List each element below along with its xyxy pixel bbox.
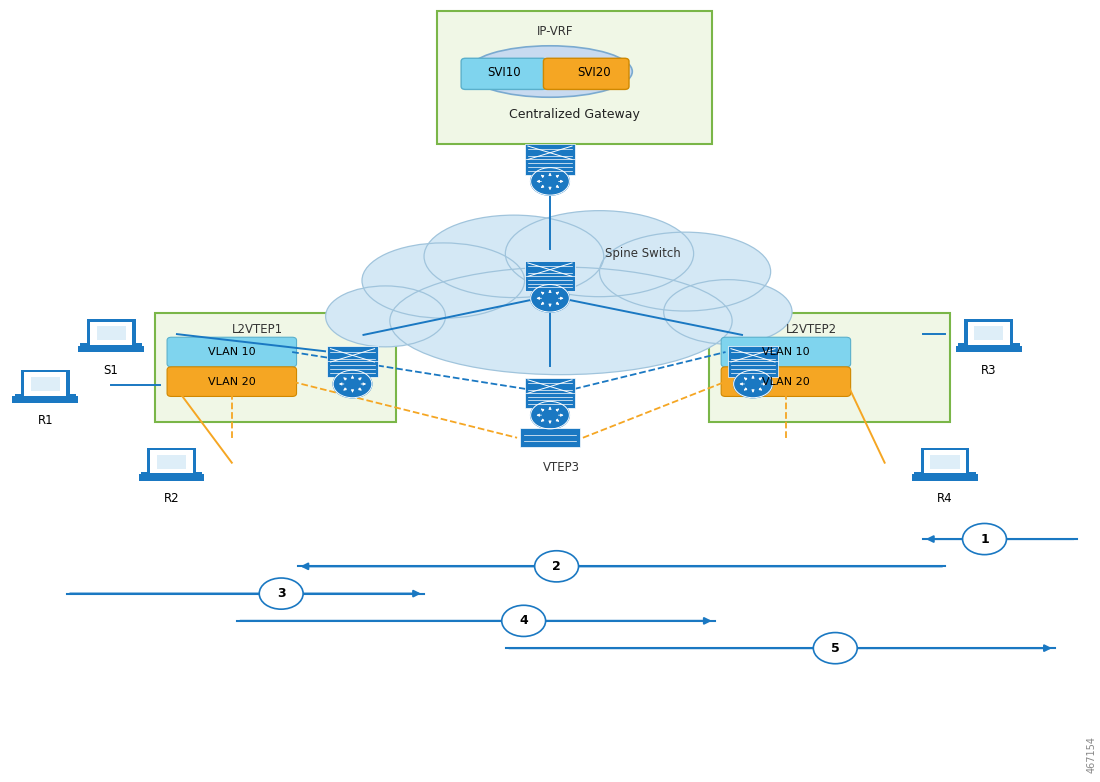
FancyBboxPatch shape — [525, 144, 575, 162]
FancyBboxPatch shape — [965, 319, 1013, 347]
Text: S1: S1 — [103, 364, 119, 377]
Text: 2: 2 — [552, 560, 561, 573]
FancyBboxPatch shape — [151, 450, 192, 473]
FancyBboxPatch shape — [525, 378, 575, 396]
Text: 467154: 467154 — [1087, 736, 1097, 773]
FancyBboxPatch shape — [87, 319, 135, 347]
Text: Centralized Gateway: Centralized Gateway — [509, 108, 640, 120]
FancyBboxPatch shape — [914, 472, 976, 477]
FancyBboxPatch shape — [12, 396, 78, 403]
Text: VLAN 10: VLAN 10 — [762, 347, 810, 357]
Circle shape — [502, 605, 546, 637]
FancyBboxPatch shape — [727, 361, 779, 377]
Text: SVI20: SVI20 — [578, 66, 610, 79]
Circle shape — [333, 370, 372, 398]
Circle shape — [530, 285, 570, 312]
Circle shape — [535, 551, 579, 582]
Circle shape — [813, 633, 857, 664]
FancyBboxPatch shape — [912, 475, 978, 481]
FancyBboxPatch shape — [147, 448, 196, 475]
Ellipse shape — [505, 210, 694, 296]
FancyBboxPatch shape — [167, 367, 297, 396]
FancyBboxPatch shape — [968, 321, 1010, 345]
FancyBboxPatch shape — [80, 343, 142, 348]
Text: VLAN 20: VLAN 20 — [208, 377, 255, 386]
FancyBboxPatch shape — [525, 276, 575, 292]
Text: 1: 1 — [980, 533, 989, 546]
Text: L2VTEP1: L2VTEP1 — [232, 323, 283, 336]
Ellipse shape — [424, 215, 604, 298]
FancyBboxPatch shape — [14, 394, 76, 399]
FancyBboxPatch shape — [525, 393, 575, 408]
Text: 4: 4 — [519, 615, 528, 627]
Circle shape — [530, 401, 570, 429]
Ellipse shape — [600, 232, 771, 311]
FancyBboxPatch shape — [956, 346, 1022, 352]
FancyBboxPatch shape — [21, 370, 69, 398]
FancyBboxPatch shape — [525, 159, 575, 174]
FancyBboxPatch shape — [461, 59, 547, 89]
FancyBboxPatch shape — [90, 321, 132, 345]
FancyBboxPatch shape — [975, 326, 1003, 340]
Text: R3: R3 — [981, 364, 997, 377]
FancyBboxPatch shape — [31, 377, 59, 391]
FancyBboxPatch shape — [139, 475, 205, 481]
Ellipse shape — [362, 243, 525, 318]
FancyBboxPatch shape — [525, 260, 575, 278]
FancyBboxPatch shape — [727, 346, 779, 364]
Text: 5: 5 — [830, 642, 839, 655]
Text: L2VTEP2: L2VTEP2 — [785, 323, 837, 336]
FancyBboxPatch shape — [924, 450, 966, 473]
FancyBboxPatch shape — [958, 343, 1020, 348]
Circle shape — [260, 578, 304, 609]
Text: R4: R4 — [937, 493, 953, 505]
Text: 3: 3 — [277, 587, 286, 600]
FancyBboxPatch shape — [327, 346, 377, 364]
Circle shape — [734, 370, 772, 398]
FancyBboxPatch shape — [155, 313, 396, 422]
Circle shape — [530, 167, 570, 196]
Ellipse shape — [663, 280, 792, 344]
FancyBboxPatch shape — [157, 455, 186, 468]
FancyBboxPatch shape — [520, 429, 580, 447]
FancyBboxPatch shape — [543, 59, 629, 89]
Text: R2: R2 — [164, 493, 179, 505]
Text: SVI10: SVI10 — [487, 66, 520, 79]
FancyBboxPatch shape — [437, 11, 713, 144]
FancyBboxPatch shape — [167, 337, 297, 367]
Text: VLAN 10: VLAN 10 — [208, 347, 255, 357]
FancyBboxPatch shape — [97, 326, 125, 340]
FancyBboxPatch shape — [931, 455, 959, 468]
FancyBboxPatch shape — [921, 448, 969, 475]
Ellipse shape — [389, 267, 733, 375]
Text: R1: R1 — [37, 414, 53, 428]
Ellipse shape — [326, 286, 446, 347]
FancyBboxPatch shape — [78, 346, 144, 352]
FancyBboxPatch shape — [327, 361, 377, 377]
Text: Spine Switch: Spine Switch — [605, 247, 681, 260]
FancyBboxPatch shape — [722, 337, 850, 367]
Text: VTEP3: VTEP3 — [542, 461, 580, 474]
Text: IP-VRF: IP-VRF — [537, 25, 574, 38]
Text: VLAN 20: VLAN 20 — [762, 377, 810, 386]
FancyBboxPatch shape — [141, 472, 202, 477]
FancyBboxPatch shape — [24, 372, 66, 396]
Circle shape — [962, 523, 1006, 554]
FancyBboxPatch shape — [710, 313, 950, 422]
Ellipse shape — [468, 46, 632, 97]
FancyBboxPatch shape — [722, 367, 850, 396]
